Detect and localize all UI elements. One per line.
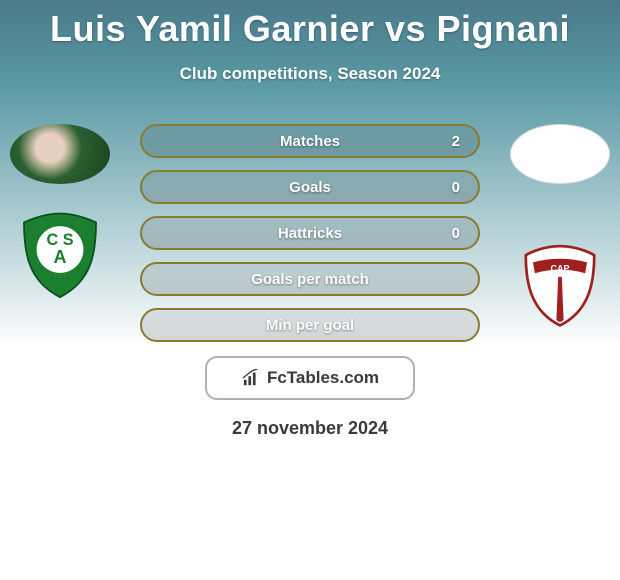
right-player-column: CAP	[500, 124, 620, 334]
stat-row-matches: Matches 2	[140, 124, 480, 158]
page-title: Luis Yamil Garnier vs Pignani	[0, 0, 620, 50]
stat-row-goals: Goals 0	[140, 170, 480, 204]
club-crest-left: C S A	[10, 204, 110, 304]
brand-text: FcTables.com	[267, 368, 379, 388]
stat-row-gpm: Goals per match	[140, 262, 480, 296]
chart-icon	[241, 369, 263, 387]
svg-text:CAP: CAP	[550, 263, 569, 273]
stat-row-mpg: Min per goal	[140, 308, 480, 342]
left-player-column: C S A	[0, 124, 120, 304]
brand-badge: FcTables.com	[205, 356, 415, 400]
svg-text:A: A	[54, 247, 67, 267]
comparison-panel: C S A CAP Matches 2 Goals 0 Hattricks 0	[0, 124, 620, 439]
stat-row-hattricks: Hattricks 0	[140, 216, 480, 250]
stat-label: Hattricks	[278, 225, 342, 242]
subtitle: Club competitions, Season 2024	[0, 64, 620, 84]
stat-label: Goals per match	[251, 271, 369, 288]
stat-value-left: 0	[452, 179, 460, 196]
stat-label: Min per goal	[266, 317, 354, 334]
stats-list: Matches 2 Goals 0 Hattricks 0 Goals per …	[140, 124, 480, 342]
stat-value-left: 0	[452, 225, 460, 242]
player-photo-left	[10, 124, 110, 184]
date-text: 27 november 2024	[0, 418, 620, 439]
stat-value-left: 2	[452, 133, 460, 150]
stat-label: Goals	[289, 179, 331, 196]
stat-label: Matches	[280, 133, 340, 150]
club-crest-right: CAP	[510, 234, 610, 334]
player-photo-right	[510, 124, 610, 184]
